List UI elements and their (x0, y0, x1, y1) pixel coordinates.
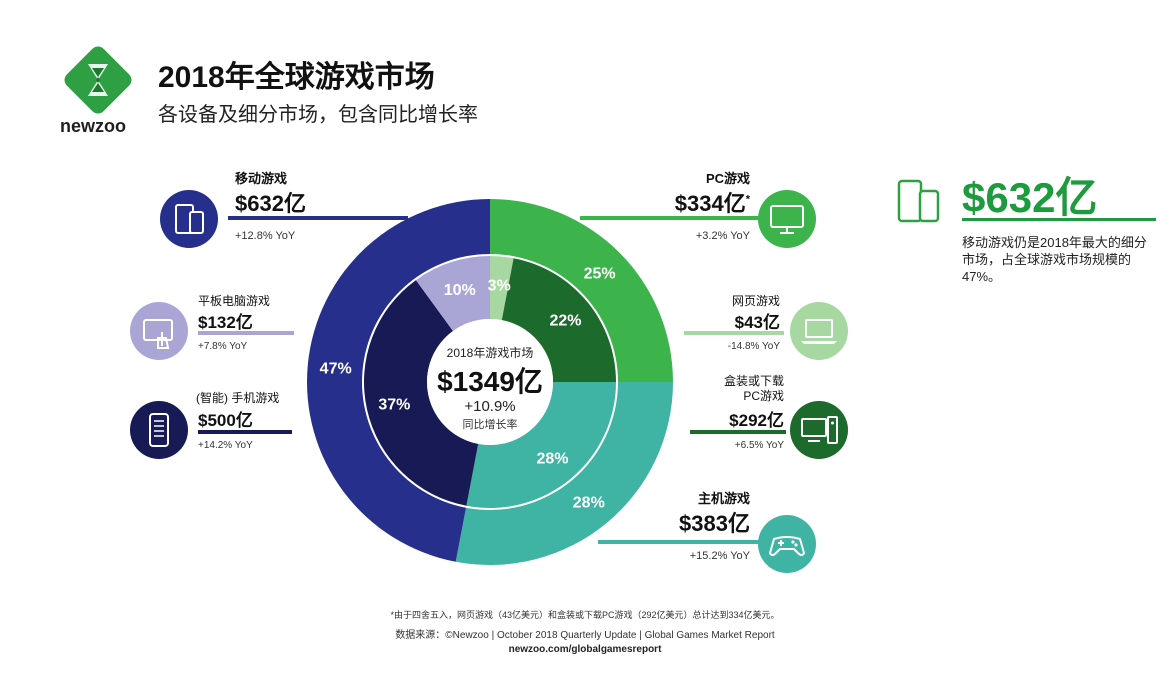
boxed-yoy: +6.5% YoY (734, 440, 784, 451)
outer-slice-label-2: 47% (320, 360, 352, 377)
boxed-leader-line (690, 430, 786, 434)
smartphone-icon-circle (130, 401, 188, 459)
tablet-icon-circle (130, 302, 188, 360)
mobile-value: $632亿 (235, 191, 306, 216)
mobile-leader-line (228, 216, 408, 220)
console-leader-line (598, 540, 762, 544)
tablet-yoy: +7.8% YoY (198, 341, 248, 352)
browser-leader-line (684, 331, 784, 335)
outer-slice-0 (490, 199, 673, 382)
tablet-touch-icon (143, 319, 173, 349)
browser-icon-circle (790, 302, 848, 360)
center-label: 2018年游戏市场 (446, 346, 534, 360)
outer-slice-1 (455, 382, 673, 565)
newzoo-logo (64, 46, 132, 114)
logo-text: newzoo (60, 116, 126, 136)
pc-value-number: $334亿 (674, 191, 746, 216)
inner-slice-label-2: 28% (536, 451, 568, 468)
pc-icon-circle (758, 190, 816, 248)
tablet-leader-line (198, 331, 294, 335)
report-url: newzoo.com/globalgamesreport (508, 644, 662, 655)
boxed-value: $292亿 (729, 411, 784, 430)
pc-value-mark: * (745, 193, 750, 206)
pc-leader-line (580, 216, 760, 220)
smartphone-name: (智能) 手机游戏 (196, 391, 280, 405)
pc-name: PC游戏 (705, 171, 750, 186)
inner-slice-label-4: 10% (444, 282, 476, 299)
source-line: 数据来源：©Newzoo | October 2018 Quarterly Up… (395, 630, 775, 641)
boxed-name-line2: PC游戏 (743, 389, 784, 403)
console-name: 主机游戏 (697, 491, 750, 506)
desktop-tower-icon (801, 416, 838, 444)
inner-slice-label-3: 37% (378, 396, 410, 413)
inner-slice-2 (466, 382, 616, 508)
center-hole (427, 319, 553, 445)
tablet-value: $132亿 (198, 313, 253, 332)
monitor-icon (770, 205, 804, 234)
outer-slice-2 (307, 199, 490, 562)
gamepad-icon (768, 536, 806, 556)
mobile-icon-circle (160, 190, 218, 248)
boxed-name: 盒装或下载 (723, 374, 784, 388)
center-growth-label: 同比增长率 (462, 419, 518, 431)
inner-slice-1 (501, 258, 616, 382)
inner-slice-0 (490, 256, 514, 321)
outer-slice-label-1: 28% (573, 494, 605, 511)
smartphone-icon (149, 413, 169, 447)
browser-value: $43亿 (734, 313, 780, 332)
highlight-mobile-devices-icon (897, 179, 940, 223)
smartphone-yoy: +14.2% YoY (198, 440, 253, 451)
console-icon-circle (758, 515, 816, 573)
pc-value: $334亿* (610, 186, 750, 218)
center-value: $1349亿 (437, 366, 543, 397)
mobile-yoy: +12.8% YoY (235, 230, 296, 242)
console-value: $383亿 (679, 511, 750, 536)
center-growth: +10.9% (464, 398, 516, 415)
boxed-icon-circle (790, 401, 848, 459)
inner-slice-label-0: 3% (488, 277, 511, 294)
outer-slice-label-0: 25% (584, 265, 616, 282)
page-title: 2018年全球游戏市场 (158, 61, 435, 94)
mobile-name: 移动游戏 (235, 171, 288, 186)
tablet-name: 平板电脑游戏 (198, 294, 271, 308)
laptop-icon (801, 319, 837, 344)
inner-slice-4 (415, 256, 490, 332)
inner-slice-3 (364, 280, 479, 506)
inner-slice-label-1: 22% (549, 313, 581, 330)
pc-yoy: +3.2% YoY (695, 230, 750, 242)
smartphone-leader-line (198, 430, 292, 434)
footnote: *由于四舍五入，网页游戏（43亿美元）和盒装或下载PC游戏（292亿美元）总计达… (390, 610, 780, 620)
browser-name: 网页游戏 (731, 294, 780, 308)
console-yoy: +15.2% YoY (689, 550, 750, 562)
smartphone-value: $500亿 (198, 411, 253, 430)
highlight-text: 移动游戏仍是2018年最大的细分市场，占全球游戏市场规模的47%。 (962, 235, 1147, 284)
highlight-rule (962, 218, 1156, 221)
highlight-value: $632亿 (962, 174, 1098, 221)
mobile-devices-icon (175, 204, 204, 234)
browser-yoy: -14.8% YoY (727, 341, 780, 352)
page-subtitle: 各设备及细分市场，包含同比增长率 (158, 104, 478, 126)
